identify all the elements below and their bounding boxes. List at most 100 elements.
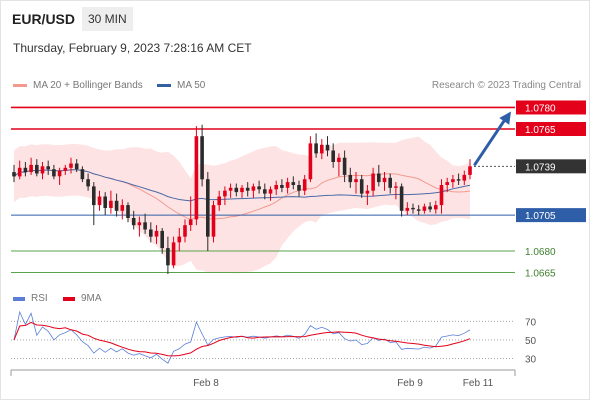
candle	[177, 236, 182, 243]
x-tick-label: Feb 9	[397, 378, 423, 389]
legend-item-9ma: 9MA	[63, 293, 102, 304]
candle	[188, 219, 193, 226]
candle	[92, 186, 96, 206]
pivot-label-3: 1.0705	[525, 211, 556, 222]
candle	[456, 179, 461, 181]
legend-item-ma50: MA 50	[157, 80, 205, 91]
candle	[86, 179, 90, 187]
candle	[194, 136, 199, 220]
candle	[285, 182, 290, 188]
candle	[74, 163, 79, 170]
candle	[280, 185, 284, 188]
resistance-tag-1	[516, 122, 586, 137]
support-label-5: 1.0665	[525, 269, 556, 280]
candle	[308, 143, 313, 180]
timeframe-badge[interactable]: 30 MIN	[82, 7, 133, 31]
candle	[234, 187, 239, 193]
rsi-tick-label: 50	[525, 336, 537, 347]
candle	[251, 186, 256, 191]
legend-label-9ma: 9MA	[81, 293, 102, 304]
candle	[342, 157, 347, 175]
legend-swatch-ma50	[157, 84, 171, 87]
last-price-label: 1.0739	[525, 162, 556, 173]
candle	[120, 205, 125, 211]
candle	[257, 186, 261, 190]
candle	[331, 150, 335, 162]
candle	[337, 157, 341, 162]
legend-label-ma50: MA 50	[177, 80, 206, 91]
candle	[274, 185, 278, 190]
candle	[416, 209, 421, 211]
candle	[394, 186, 398, 188]
forecast-arrow-head	[499, 111, 511, 125]
candle	[200, 136, 204, 180]
copyright-text: Research © 2023 Trading Central	[431, 80, 581, 91]
x-tick-label: Feb 8	[193, 378, 219, 389]
timestamp: Thursday, February 9, 2023 7:28:16 AM CE…	[13, 41, 252, 55]
candle	[126, 205, 130, 218]
candle	[23, 167, 28, 173]
candle	[223, 190, 227, 197]
legend-item-ma20: MA 20 + Bollinger Bands	[13, 80, 143, 91]
candle	[263, 189, 267, 194]
rsi-line	[13, 310, 471, 364]
candle	[46, 166, 50, 170]
candle	[291, 182, 296, 185]
x-tick-label: Feb 11	[463, 378, 494, 389]
candle	[428, 206, 432, 210]
candle	[411, 207, 415, 210]
candle	[103, 196, 107, 208]
candle	[325, 144, 330, 151]
candle	[17, 167, 22, 177]
candle	[160, 230, 164, 249]
candle	[297, 185, 301, 191]
candle	[359, 179, 364, 194]
candle	[354, 179, 358, 183]
candle	[183, 225, 187, 237]
rsi-tick-label: 30	[525, 355, 537, 366]
candle	[131, 218, 136, 226]
candle	[462, 174, 467, 181]
candle	[382, 177, 387, 183]
candle	[405, 207, 410, 211]
candle	[228, 187, 233, 191]
candle	[114, 200, 119, 211]
candle	[314, 143, 318, 154]
candle	[97, 196, 102, 206]
candle	[52, 169, 56, 177]
legend-label-ma20: MA 20 + Bollinger Bands	[33, 80, 143, 91]
candle	[365, 190, 370, 194]
candle	[211, 205, 216, 237]
candle	[171, 242, 176, 266]
candle	[166, 248, 170, 266]
candle	[445, 182, 449, 185]
candle	[206, 179, 210, 237]
candle	[388, 177, 392, 188]
resistance-label-0: 1.0780	[525, 103, 556, 114]
symbol-title: EUR/USD	[12, 11, 76, 27]
candle	[422, 206, 427, 211]
candle	[245, 187, 250, 191]
candle	[29, 164, 33, 173]
candle	[69, 163, 73, 168]
candle	[35, 164, 39, 174]
candle	[12, 172, 16, 177]
rsi-9ma-line	[13, 321, 471, 357]
candle	[439, 185, 444, 206]
candle	[80, 169, 85, 180]
candle	[434, 205, 438, 210]
candle	[240, 187, 244, 193]
candle	[320, 144, 324, 154]
candle	[268, 189, 273, 194]
candle	[57, 170, 62, 177]
candle	[109, 200, 113, 208]
ma50-line	[13, 169, 471, 202]
legend-item-rsi: RSI	[13, 293, 48, 304]
resistance-label-1: 1.0765	[525, 125, 556, 136]
bollinger-band	[14, 136, 470, 274]
candle	[468, 166, 472, 175]
last-price-tag	[516, 159, 586, 174]
candle	[63, 167, 68, 171]
legend-swatch-9ma	[63, 296, 75, 301]
